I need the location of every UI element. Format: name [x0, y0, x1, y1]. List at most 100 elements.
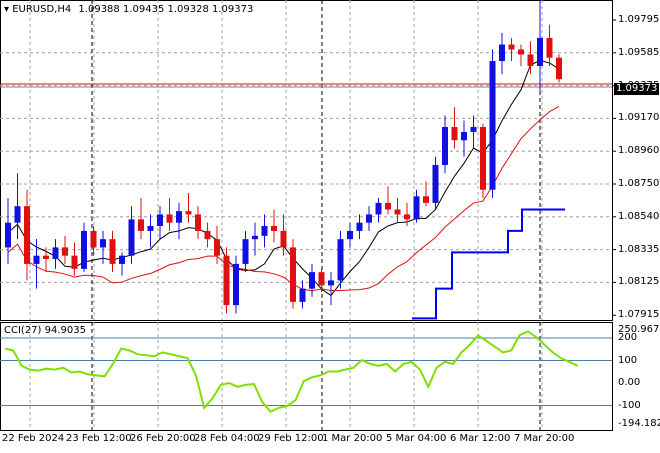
candle-body	[451, 127, 458, 141]
time-tick-label: 28 Feb 04:00	[194, 433, 260, 444]
time-tick-label: 22 Feb 2024	[2, 433, 65, 444]
candle-body	[128, 219, 135, 256]
candle	[290, 239, 296, 309]
price-tick-label: 1.08960	[618, 145, 660, 157]
candle-body	[394, 209, 401, 215]
candle	[166, 197, 173, 231]
candle-body	[337, 239, 344, 281]
candle-body	[347, 230, 353, 240]
candle-body	[299, 288, 306, 302]
cci-tick-label: -100	[618, 399, 641, 411]
candle	[5, 197, 11, 264]
candle-body	[185, 211, 192, 215]
candle-body	[90, 230, 97, 248]
candle-body	[318, 272, 325, 286]
candle-body	[527, 54, 534, 66]
candle	[90, 225, 97, 256]
collapse-triangle-icon[interactable]: ▾	[4, 4, 10, 15]
candle	[337, 230, 344, 289]
candle-body	[489, 61, 496, 190]
time-tick-label: 6 Mar 12:00	[450, 433, 511, 444]
candle	[328, 272, 334, 306]
time-tick-label: 23 Feb 12:00	[66, 433, 132, 444]
candle	[318, 268, 325, 292]
candle-body	[280, 230, 287, 248]
candle-body	[480, 127, 486, 190]
candle-body	[546, 37, 553, 58]
time-tick-label: 5 Mar 04:00	[386, 433, 447, 444]
candle	[147, 214, 154, 248]
candle	[242, 230, 249, 273]
candle	[233, 255, 239, 314]
price-tick-label: 1.08125	[618, 276, 660, 288]
candle	[214, 225, 220, 264]
candle	[271, 209, 277, 243]
cci-tick-label: 250.9673	[618, 324, 660, 335]
candle-body	[214, 239, 220, 256]
candle	[423, 181, 429, 207]
candle-body	[366, 214, 372, 223]
candle-body	[252, 235, 258, 240]
candle	[138, 197, 144, 240]
cci-tick-label: -194.182	[618, 418, 660, 429]
candle-body	[442, 127, 448, 165]
candle-body	[385, 202, 391, 210]
candle-body	[375, 202, 382, 215]
candle	[385, 186, 391, 215]
candle	[157, 206, 163, 240]
candles	[5, 0, 562, 314]
candle	[461, 120, 467, 157]
candle	[100, 230, 106, 264]
candle	[280, 214, 287, 256]
candle-body	[100, 239, 106, 248]
candle-body	[81, 230, 87, 269]
price-tick-label: 1.09170	[618, 112, 660, 124]
candle-body	[413, 196, 420, 220]
candle-body	[423, 196, 429, 203]
candle	[518, 44, 524, 66]
candle	[480, 123, 486, 198]
candle	[356, 214, 363, 240]
candle-body	[508, 44, 515, 50]
candle-body	[470, 127, 477, 132]
price-tick-label: 1.08750	[618, 178, 660, 189]
candle-body	[138, 219, 144, 231]
candle	[128, 206, 135, 264]
candle	[432, 156, 439, 210]
candle	[252, 222, 258, 256]
cci-tick-label: 0.00	[618, 377, 641, 388]
candle-body	[404, 214, 410, 220]
candle-body	[290, 247, 296, 302]
cci-indicator	[0, 330, 612, 413]
candle	[52, 239, 59, 269]
candle	[204, 222, 211, 248]
candle-body	[261, 225, 268, 236]
candle	[81, 222, 87, 273]
candle	[43, 247, 49, 273]
candle-body	[556, 57, 562, 80]
current-price-tag: 1.09373	[614, 83, 660, 95]
candle-body	[14, 206, 21, 223]
candle-body	[52, 247, 59, 259]
cci-line	[4, 330, 579, 413]
candle	[195, 206, 201, 240]
candle	[394, 197, 401, 223]
price-tick-label: 1.09795	[618, 14, 660, 25]
candle-body	[176, 211, 182, 223]
candle-body	[147, 225, 154, 231]
candle	[347, 222, 353, 248]
candle-body	[166, 214, 173, 223]
candle-body	[432, 164, 439, 203]
candle-body	[499, 44, 505, 62]
candle-body	[204, 230, 211, 240]
candle-body	[195, 214, 201, 231]
time-tick-label: 26 Feb 20:00	[130, 433, 196, 444]
price-tick-label: 1.08335	[618, 243, 660, 255]
trailing-stop-line	[412, 208, 565, 320]
candle-body	[537, 37, 543, 66]
cci-label: CCI(27) 94.9035	[4, 325, 86, 336]
candle	[508, 37, 515, 62]
candle	[413, 189, 420, 223]
